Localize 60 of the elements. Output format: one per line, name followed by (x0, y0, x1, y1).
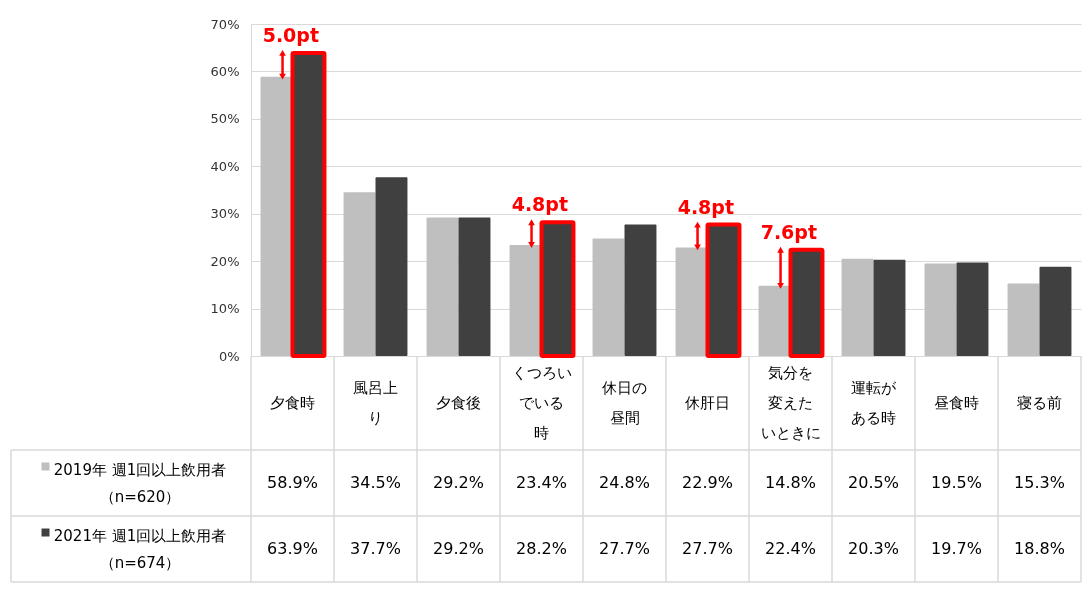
data-label: 22.4% (765, 539, 816, 558)
data-label: 58.9% (267, 473, 318, 492)
bar (1039, 266, 1072, 356)
bar (1007, 283, 1040, 356)
data-label: 28.2% (516, 539, 567, 558)
data-label: 27.7% (599, 539, 650, 558)
x-tick-label: 寝る前 (1017, 394, 1062, 412)
data-label: 29.2% (433, 539, 484, 558)
x-tick-label: 昼食時 (934, 394, 979, 412)
data-label: 20.5% (848, 473, 899, 492)
x-tick-label: 休肝日 (685, 394, 730, 412)
bar (675, 247, 708, 356)
data-label: 22.9% (682, 473, 733, 492)
y-tick-label: 10% (210, 301, 240, 317)
y-tick-label: 30% (210, 206, 240, 222)
y-tick-label: 20% (210, 253, 240, 269)
bar (624, 224, 657, 356)
data-label: 18.8% (1014, 539, 1065, 558)
y-tick-label: 70% (210, 16, 240, 32)
x-tick-label: 夕食後 (436, 394, 481, 412)
bar (426, 217, 459, 356)
data-label: 19.7% (931, 539, 982, 558)
y-tick-label: 40% (210, 158, 240, 174)
bar (924, 263, 957, 356)
data-label: 14.8% (765, 473, 816, 492)
y-tick-label: 50% (210, 111, 240, 127)
legend-label: 2021年 週1回以上飲用者（n=674） (53, 526, 227, 572)
x-tick-label: くつろいでいる時 (511, 364, 572, 442)
bar (841, 258, 874, 356)
legend-label: 2019年 週1回以上飲用者（n=620） (53, 460, 227, 506)
data-label: 23.4% (516, 473, 567, 492)
bar (956, 262, 989, 356)
annotation: 4.8pt (677, 195, 735, 218)
data-label: 34.5% (350, 473, 401, 492)
x-tick-label: 風呂上り (353, 379, 398, 427)
data-label: 24.8% (599, 473, 650, 492)
annotation: 4.8pt (511, 193, 569, 216)
bar (592, 238, 625, 356)
data-label: 19.5% (931, 473, 982, 492)
bar (458, 217, 491, 356)
data-label: 15.3% (1014, 473, 1065, 492)
bar (758, 285, 791, 356)
annotation: 5.0pt (262, 23, 320, 46)
data-label: 20.3% (848, 539, 899, 558)
bar (873, 259, 906, 356)
x-tick-label: 夕食時 (270, 394, 315, 412)
x-tick-label: 気分を変えたいときに (760, 364, 821, 442)
x-tick-label: 運転がある時 (851, 379, 897, 427)
data-label: 27.7% (682, 539, 733, 558)
bar (375, 177, 408, 356)
data-label: 37.7% (350, 539, 401, 558)
y-tick-label: 60% (210, 63, 240, 79)
bar (260, 76, 293, 356)
data-label: 63.9% (267, 539, 318, 558)
bar (509, 245, 542, 356)
annotation: 7.6pt (760, 220, 818, 243)
data-label: 29.2% (433, 473, 484, 492)
x-tick-label: 休日の昼間 (602, 379, 647, 427)
y-tick-label: 0% (218, 348, 240, 364)
bar (343, 192, 376, 356)
